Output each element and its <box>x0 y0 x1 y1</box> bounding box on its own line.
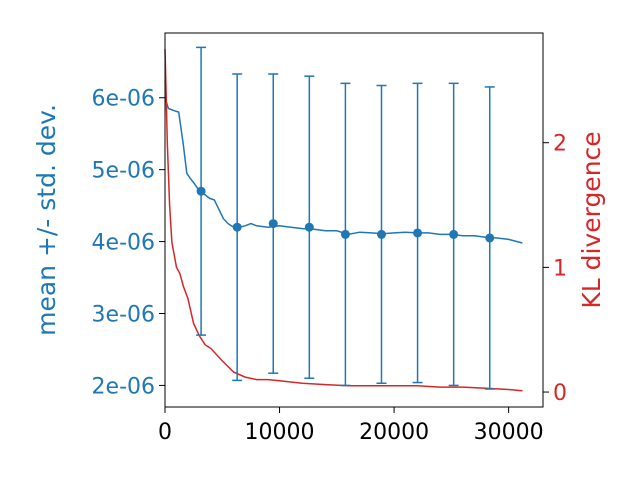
errorbar <box>448 82 459 387</box>
y-right-tick-label: 2 <box>553 132 567 157</box>
y-right-tick-label: 1 <box>553 256 567 281</box>
plot-frame <box>164 32 544 408</box>
y-left-axis-label: mean +/- std. dev. <box>32 104 61 336</box>
mean-point <box>304 222 314 232</box>
errorbar <box>412 82 423 384</box>
y-left-tick-label: 2e-06 <box>92 374 155 399</box>
mean-point <box>376 229 386 239</box>
mean-point <box>232 222 242 232</box>
errorbar <box>196 46 207 336</box>
y-left-tick-label: 6e-06 <box>92 87 155 112</box>
mean-point <box>268 219 278 229</box>
kl-divergence-line <box>164 49 523 392</box>
y-right-tick-label: 0 <box>553 381 567 406</box>
errorbar <box>268 73 279 374</box>
mean-point <box>485 233 495 243</box>
x-tick-label: 20000 <box>359 420 429 445</box>
x-tick-label: 10000 <box>245 420 315 445</box>
errorbar <box>232 73 243 382</box>
mean-point <box>449 229 459 239</box>
y-left-tick-label: 3e-06 <box>92 303 155 328</box>
mean-point <box>413 228 423 238</box>
x-tick-label: 0 <box>158 420 172 445</box>
errorbar <box>304 75 315 379</box>
errorbar <box>376 84 387 385</box>
y-left-tick-label: 5e-06 <box>92 159 155 184</box>
y-right-axis-label: KL divergence <box>577 131 606 308</box>
mean-point <box>340 229 350 239</box>
y-left-tick-label: 4e-06 <box>92 231 155 256</box>
errorbar <box>484 86 495 390</box>
mean-point <box>196 186 206 196</box>
errorbar <box>340 82 351 387</box>
x-tick-label: 30000 <box>474 420 544 445</box>
mean-line <box>164 97 523 244</box>
